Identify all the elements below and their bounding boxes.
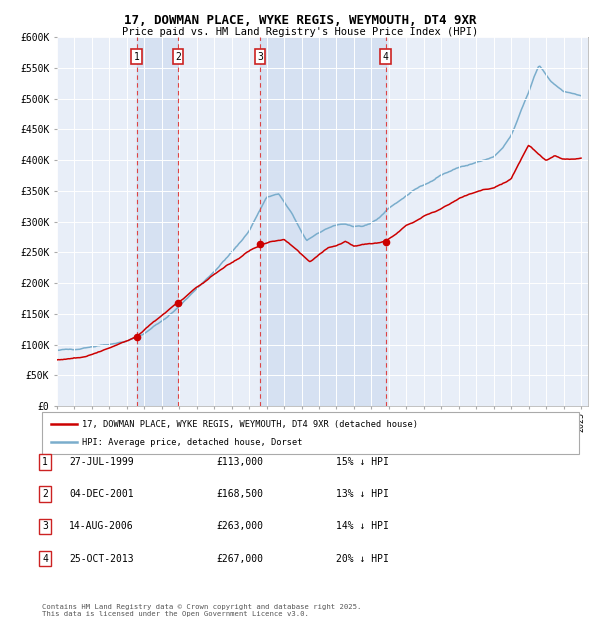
Text: 2: 2 xyxy=(175,52,181,62)
Text: 1: 1 xyxy=(42,457,48,467)
Text: £263,000: £263,000 xyxy=(216,521,263,531)
Text: Price paid vs. HM Land Registry's House Price Index (HPI): Price paid vs. HM Land Registry's House … xyxy=(122,27,478,37)
Text: 14-AUG-2006: 14-AUG-2006 xyxy=(69,521,134,531)
Text: 13% ↓ HPI: 13% ↓ HPI xyxy=(336,489,389,499)
Text: £168,500: £168,500 xyxy=(216,489,263,499)
Text: 3: 3 xyxy=(257,52,263,62)
Text: HPI: Average price, detached house, Dorset: HPI: Average price, detached house, Dors… xyxy=(82,438,302,446)
Text: £113,000: £113,000 xyxy=(216,457,263,467)
Text: 4: 4 xyxy=(42,554,48,564)
Bar xyxy=(137,37,178,406)
Text: 2: 2 xyxy=(42,489,48,499)
Text: 3: 3 xyxy=(42,521,48,531)
Text: 25-OCT-2013: 25-OCT-2013 xyxy=(69,554,134,564)
Bar xyxy=(260,37,386,406)
Text: 04-DEC-2001: 04-DEC-2001 xyxy=(69,489,134,499)
Text: 17, DOWMAN PLACE, WYKE REGIS, WEYMOUTH, DT4 9XR: 17, DOWMAN PLACE, WYKE REGIS, WEYMOUTH, … xyxy=(124,14,476,27)
Text: 27-JUL-1999: 27-JUL-1999 xyxy=(69,457,134,467)
Text: 15% ↓ HPI: 15% ↓ HPI xyxy=(336,457,389,467)
Text: 14% ↓ HPI: 14% ↓ HPI xyxy=(336,521,389,531)
Text: Contains HM Land Registry data © Crown copyright and database right 2025.
This d: Contains HM Land Registry data © Crown c… xyxy=(42,604,361,617)
Text: 17, DOWMAN PLACE, WYKE REGIS, WEYMOUTH, DT4 9XR (detached house): 17, DOWMAN PLACE, WYKE REGIS, WEYMOUTH, … xyxy=(82,420,418,429)
Text: 1: 1 xyxy=(134,52,140,62)
Text: 20% ↓ HPI: 20% ↓ HPI xyxy=(336,554,389,564)
Text: £267,000: £267,000 xyxy=(216,554,263,564)
Text: 4: 4 xyxy=(383,52,388,62)
